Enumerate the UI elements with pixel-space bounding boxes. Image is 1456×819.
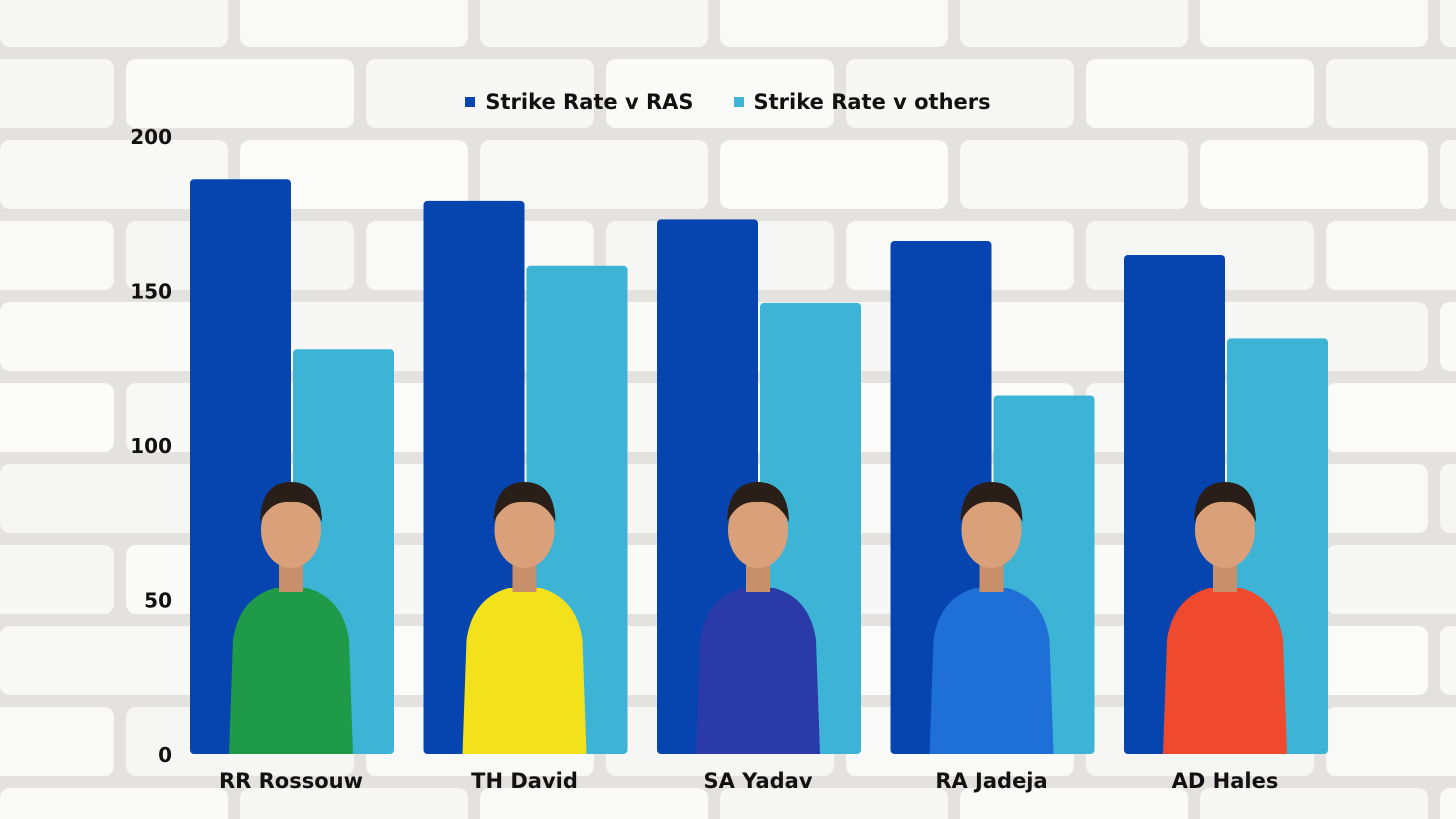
y-tick-label-150: 150	[130, 280, 172, 304]
x-category-label-3: RA Jadeja	[935, 769, 1047, 793]
legend-label-ras: Strike Rate v RAS	[485, 90, 694, 114]
y-tick-label-50: 50	[144, 589, 172, 613]
x-category-label-1: TH David	[471, 769, 578, 793]
y-tick-label-100: 100	[130, 434, 172, 458]
y-tick-label-0: 0	[158, 743, 172, 767]
player-photo-2	[696, 482, 820, 754]
legend-item-ras: Strike Rate v RAS	[465, 90, 694, 114]
x-category-label-0: RR Rossouw	[219, 769, 363, 793]
y-tick-label-200: 200	[130, 125, 172, 149]
legend-label-others: Strike Rate v others	[753, 90, 991, 114]
player-photo-4	[1163, 482, 1287, 754]
legend-swatch-ras	[465, 97, 476, 107]
player-photo-3	[929, 482, 1054, 754]
x-category-label-2: SA Yadav	[703, 769, 812, 793]
legend-swatch-others	[733, 97, 744, 107]
player-photo-1	[462, 482, 587, 754]
legend-item-others: Strike Rate v others	[733, 90, 991, 114]
chart-legend: Strike Rate v RAS Strike Rate v others	[0, 90, 1456, 114]
player-photo-0	[229, 482, 353, 754]
x-category-label-4: AD Hales	[1172, 769, 1279, 793]
